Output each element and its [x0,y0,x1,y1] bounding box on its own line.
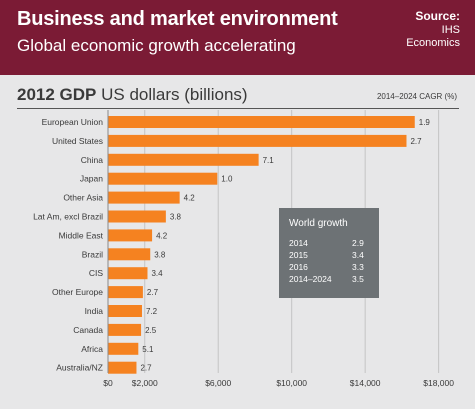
world-growth-value: 3.5 [352,274,364,284]
cagr-label: 4.2 [184,194,196,203]
world-growth-title: World growth [289,218,348,229]
world-growth-year: 2015 [289,250,308,260]
bar [108,323,142,336]
chart-title: 2012 GDP US dollars (billions) [17,85,248,105]
cagr-label: 2.7 [147,288,159,297]
cagr-label: 7.2 [146,307,158,316]
category-label: Lat Am, excl Brazil [33,212,103,222]
bar [108,342,139,355]
bar [108,248,151,261]
cagr-label: 7.1 [263,156,275,165]
bar [108,116,415,128]
cagr-label: 4.2 [156,231,168,240]
category-label: India [85,306,104,316]
category-label: United States [52,136,103,146]
bar [108,172,218,185]
category-label: Other Europe [52,287,103,297]
bar [108,305,142,317]
category-label: Middle East [59,230,104,240]
source-note: Source: IHS Economics [406,9,460,51]
source-line-2: Economics [406,37,460,49]
category-label: Africa [81,344,103,354]
cagr-label: 3.8 [154,250,166,259]
x-tick-label: $14,000 [350,378,381,388]
world-growth-year: 2014–2024 [289,274,332,284]
cagr-label: 1.0 [221,175,233,184]
cagr-label: 2.5 [145,326,157,335]
x-tick-label: $2,000 [132,378,158,388]
bar [108,267,148,280]
world-growth-year: 2014 [289,238,308,248]
category-label: Japan [80,174,103,184]
x-tick-label: $10,000 [276,378,307,388]
cagr-label: 2.7 [140,364,152,373]
source-label: Source: [415,9,460,23]
source-line-1: IHS [441,23,460,36]
header-banner: Business and market environment Global e… [0,0,475,75]
world-growth-value: 2.9 [352,238,364,248]
category-label: Brazil [82,249,103,259]
category-label: CIS [89,268,104,278]
page-subtitle: Global economic growth accelerating [17,36,296,55]
cagr-label: 3.4 [151,269,163,278]
bar [108,286,143,299]
cagr-label: 5.1 [142,345,154,354]
world-growth-value: 3.3 [352,262,364,272]
cagr-header: 2014–2024 CAGR (%) [376,92,457,101]
cagr-label: 3.8 [170,213,182,222]
bar [108,191,180,204]
category-label: Australia/NZ [56,363,103,373]
bar [108,361,137,374]
cagr-label: 2.7 [410,137,422,146]
chart-title-bold: 2012 GDP [17,85,97,104]
bar [108,134,407,147]
header-rule [17,108,459,109]
page-title: Business and market environment [17,8,338,30]
category-label: Other Asia [63,193,103,203]
x-tick-label: $0 [103,378,113,388]
bar [108,153,259,166]
world-growth-box: World growth 2014 2.9 2015 3.4 2016 3.3 … [279,208,379,298]
chart-title-rest: US dollars (billions) [101,85,248,104]
category-label: European Union [42,117,104,127]
category-label: China [81,155,103,165]
world-growth-value: 3.4 [352,250,364,260]
bar [108,210,166,223]
bar [108,229,153,242]
world-growth-year: 2016 [289,262,308,272]
cagr-label: 1.9 [419,118,431,127]
category-label: Canada [73,325,103,335]
x-tick-label: $18,000 [423,378,454,388]
x-tick-label: $6,000 [205,378,231,388]
